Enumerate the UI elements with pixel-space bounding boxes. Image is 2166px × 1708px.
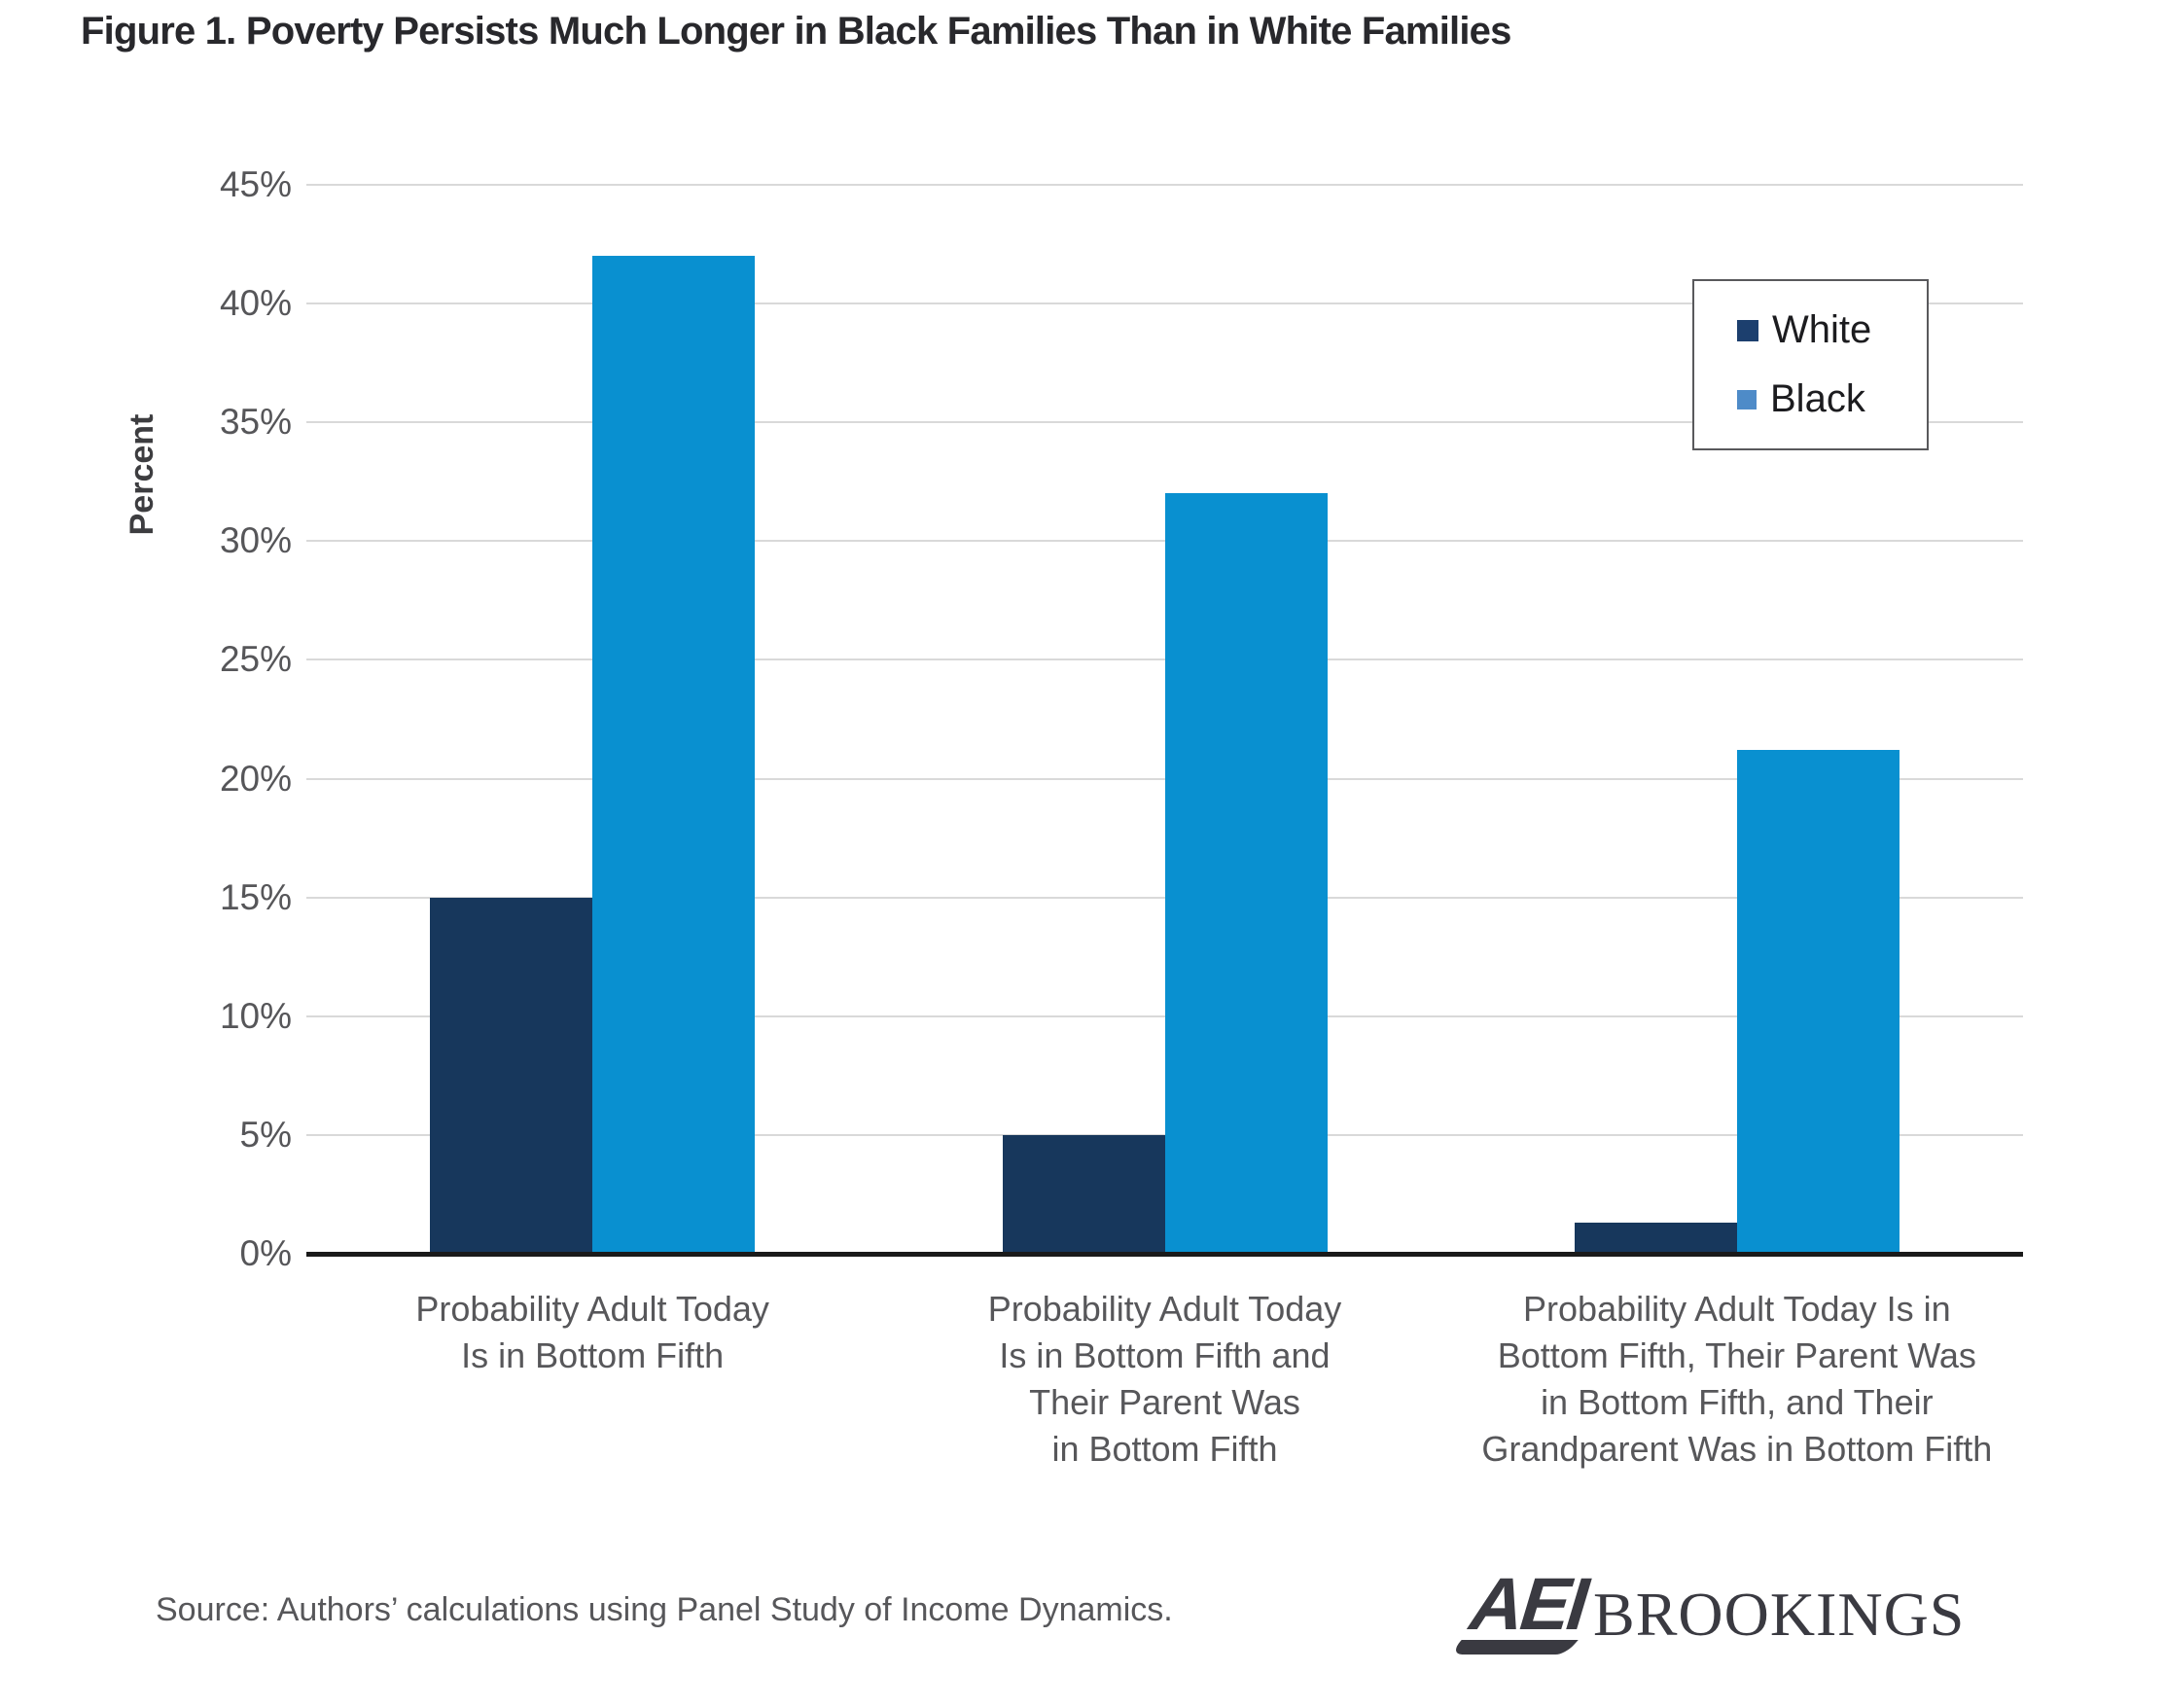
y-axis-title: Percent (124, 413, 160, 536)
bar-black-2 (1736, 750, 1900, 1254)
y-tick-40: 40% (219, 283, 292, 324)
y-tick-0: 0% (239, 1233, 292, 1273)
y-tick-20: 20% (219, 758, 292, 799)
y-tick-25: 25% (219, 639, 292, 680)
y-tick-35: 35% (219, 402, 292, 443)
aei-swoosh-icon (1448, 1640, 1579, 1655)
gridline-40 (306, 302, 2023, 305)
x-category-label-2: Probability Adult Today Is in Bottom Fif… (1481, 1289, 1993, 1469)
gridline-45 (306, 184, 2023, 186)
y-tick-30: 30% (219, 520, 292, 561)
legend-label-black: Black (1770, 377, 1865, 420)
y-tick-15: 15% (219, 876, 292, 917)
aei-logo-text: AEI (1466, 1563, 1590, 1646)
x-axis-line (306, 1252, 2023, 1257)
figure-title: Figure 1. Poverty Persists Much Longer i… (81, 10, 1511, 53)
source-note: Source: Authors’ calculations using Pane… (156, 1591, 1173, 1628)
legend-swatch-white-icon (1737, 319, 1758, 341)
bar-white-1 (1002, 1134, 1165, 1254)
legend-label-white: White (1772, 308, 1872, 351)
legend: White Black (1692, 279, 1929, 450)
legend-item-white: White (1737, 308, 1927, 352)
x-category-label-1: Probability Adult Today Is in Bottom Fif… (987, 1289, 1342, 1469)
bar-white-0 (430, 897, 593, 1254)
x-category-label-0: Probability Adult Today Is in Bottom Fif… (415, 1289, 769, 1375)
aei-brookings-logo: AEI BROOKINGS (1448, 1563, 1966, 1675)
legend-swatch-black-icon (1737, 389, 1757, 409)
y-tick-5: 5% (239, 1114, 292, 1155)
y-tick-10: 10% (219, 995, 292, 1036)
aei-logo: AEI (1448, 1563, 1589, 1661)
bar-black-1 (1164, 493, 1328, 1254)
bar-black-0 (592, 256, 756, 1254)
gridline-35 (306, 421, 2023, 424)
bar-white-2 (1574, 1223, 1737, 1254)
y-tick-45: 45% (219, 164, 292, 204)
brookings-logo-text: BROOKINGS (1593, 1580, 1966, 1649)
legend-item-black: Black (1737, 377, 1927, 421)
